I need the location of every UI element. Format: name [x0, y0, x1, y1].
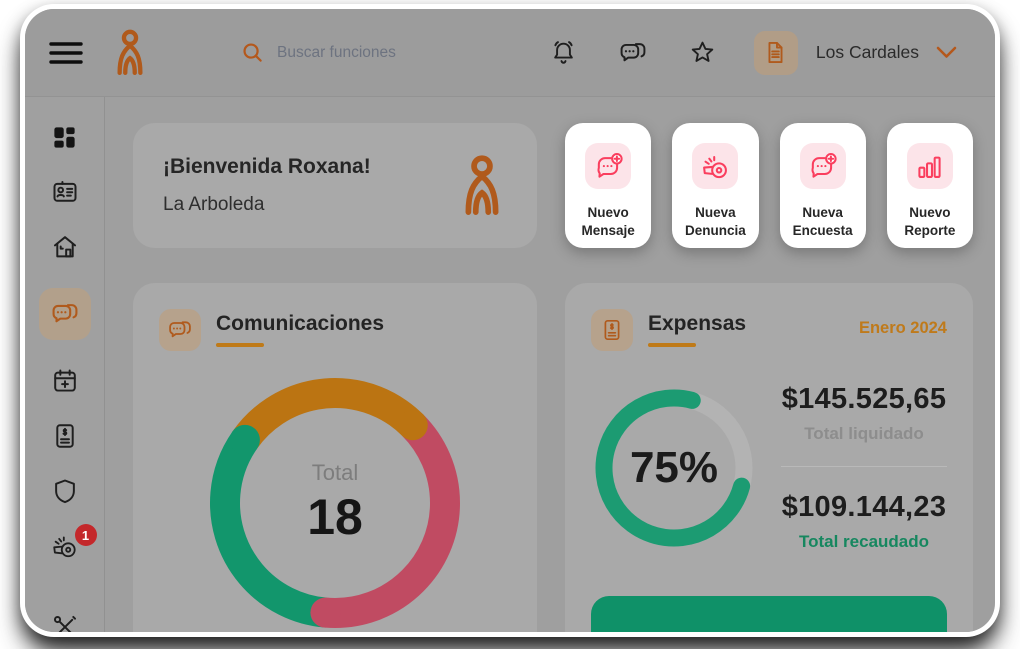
new-complaint-icon: [692, 143, 739, 189]
new-survey-icon: [799, 143, 846, 189]
main-content: ¡Bienvenida Roxana! La Arboleda: [105, 97, 995, 632]
property-selector-label: Los Cardales: [815, 42, 919, 62]
hamburger-icon: [49, 40, 83, 66]
sidebar-item-settings[interactable]: [39, 613, 91, 632]
communications-header: Comunicaciones: [159, 309, 511, 351]
total-collected-amount: $109.144,23: [781, 491, 947, 523]
notification-badge: 1: [74, 524, 97, 546]
sidebar-item-calendar[interactable]: [39, 367, 91, 395]
title-underline: [648, 343, 696, 347]
expenses-gauge-chart: 75%: [591, 385, 757, 551]
expenses-header: Expensas Enero 2024: [591, 309, 947, 351]
communications-title: Comunicaciones: [216, 312, 385, 335]
community-name: La Arboleda: [163, 194, 265, 215]
new-message-icon: [585, 143, 632, 189]
top-row: ¡Bienvenida Roxana! La Arboleda: [133, 123, 973, 248]
welcome-card: ¡Bienvenida Roxana! La Arboleda: [133, 123, 537, 248]
action-label: Nuevo Mensaje: [581, 205, 635, 239]
action-label: Nueva Denuncia: [684, 205, 746, 239]
expenses-title-wrap: Expensas: [648, 309, 746, 347]
sidebar-item-security[interactable]: [39, 477, 91, 505]
sidebar-item-residents[interactable]: [39, 178, 91, 206]
document-icon: [763, 40, 788, 65]
app-logo-large-icon: [457, 154, 507, 218]
dashboard-icon: [51, 124, 78, 151]
receipt-icon: [51, 422, 79, 450]
whistle-icon: [51, 532, 79, 560]
chevron-down-icon: [936, 46, 957, 59]
bottom-row: Comunicaciones: [133, 283, 973, 632]
app-window-frame: Los Cardales: [20, 4, 1000, 637]
id-card-icon: [51, 178, 79, 206]
action-label: Nueva Encuesta: [792, 205, 853, 239]
tools-icon: [51, 613, 79, 632]
shield-icon: [51, 477, 79, 505]
search-input[interactable]: [277, 43, 487, 62]
communications-card-icon: [159, 309, 201, 351]
expenses-figures: $145.525,65 Total liquidado $109.144,23 …: [781, 383, 947, 552]
new-report-button[interactable]: Nuevo Reporte: [886, 123, 973, 248]
communications-donut-chart: Total 18: [209, 377, 461, 629]
donut-total-label: Total: [311, 460, 359, 485]
expenses-body: 75% $145.525,65 Total liquidado $109.144…: [591, 383, 947, 552]
app-body: 1 ¡Bienvenida Roxana! La Arboleda: [25, 97, 995, 632]
notifications-button[interactable]: [550, 39, 577, 66]
new-complaint-button[interactable]: Nueva Denuncia: [672, 123, 759, 248]
quick-actions: Nuevo Mensaje Nueva Denuncia: [565, 123, 973, 248]
total-liquidated-amount: $145.525,65: [781, 383, 947, 415]
topbar: Los Cardales: [25, 9, 995, 97]
topbar-right: Los Cardales: [550, 30, 957, 75]
favorites-button[interactable]: [689, 39, 716, 66]
gauge-percent: 75%: [629, 442, 719, 492]
communications-title-wrap: Comunicaciones: [216, 309, 384, 347]
new-report-icon: [906, 143, 953, 189]
sidebar-item-expenses[interactable]: [39, 422, 91, 450]
menu-button[interactable]: [49, 40, 83, 66]
sidebar-item-dashboard[interactable]: [39, 123, 91, 151]
calendar-icon: [51, 367, 79, 395]
app-window: Los Cardales: [25, 9, 995, 632]
sidebar-item-complaints[interactable]: 1: [39, 524, 97, 560]
total-liquidated-label: Total liquidado: [804, 424, 924, 443]
chat-bubbles-icon: [618, 39, 648, 67]
sidebar: 1: [25, 97, 105, 632]
new-survey-button[interactable]: Nueva Encuesta: [779, 123, 866, 248]
sidebar-item-property[interactable]: [39, 233, 91, 261]
welcome-greeting: ¡Bienvenida Roxana!: [163, 155, 371, 178]
bell-icon: [550, 39, 577, 66]
sidebar-item-communications[interactable]: [38, 288, 91, 340]
search-icon: [241, 41, 264, 64]
expenses-period: Enero 2024: [858, 319, 947, 337]
expenses-action-button[interactable]: [591, 596, 947, 632]
donut-total-value: 18: [307, 489, 363, 545]
title-underline: [216, 343, 264, 347]
property-selector[interactable]: Los Cardales: [816, 42, 957, 63]
home-icon: [51, 233, 79, 261]
property-document-tile: [753, 30, 798, 75]
communications-icon: [50, 300, 80, 328]
search-bar[interactable]: [241, 41, 487, 64]
expenses-title: Expensas: [648, 312, 747, 335]
messages-button[interactable]: [618, 39, 648, 67]
welcome-text: ¡Bienvenida Roxana! La Arboleda: [163, 155, 371, 216]
figures-divider: [781, 466, 947, 467]
gauge-center: 75%: [591, 385, 757, 551]
app-logo-icon: [111, 28, 149, 78]
new-message-button[interactable]: Nuevo Mensaje: [565, 123, 652, 248]
expenses-card: Expensas Enero 2024 75%: [565, 283, 973, 632]
expenses-card-icon: [591, 309, 633, 351]
action-label: Nuevo Reporte: [904, 205, 956, 239]
star-icon: [689, 39, 716, 66]
total-collected-label: Total recaudado: [798, 532, 930, 551]
communications-card: Comunicaciones: [133, 283, 537, 632]
donut-center: Total 18: [209, 377, 461, 629]
